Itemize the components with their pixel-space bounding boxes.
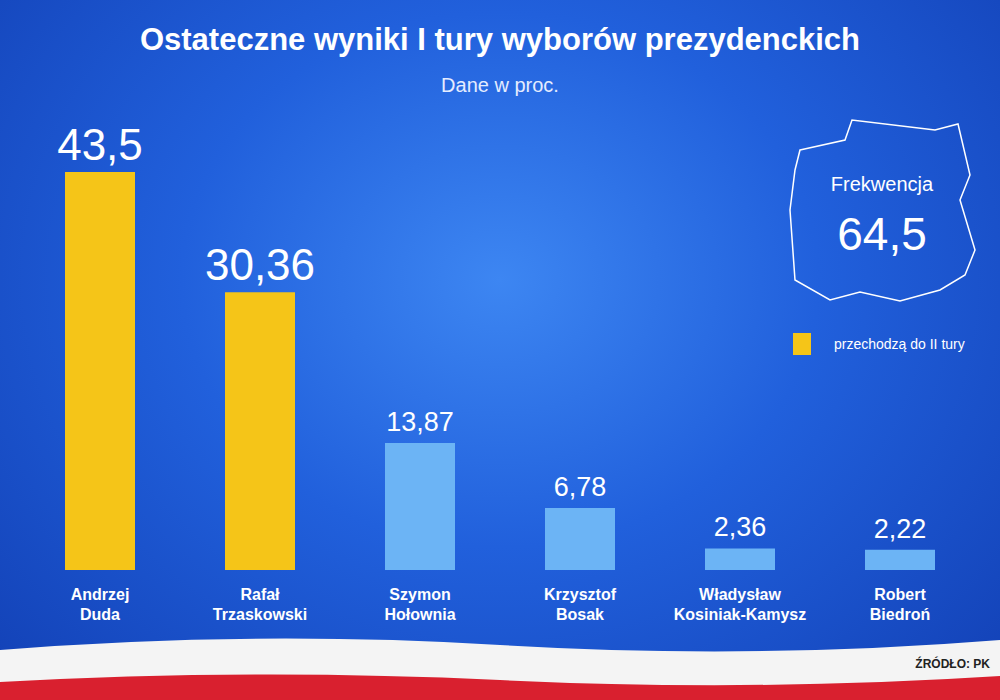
svg-text:Rafał: Rafał (240, 586, 280, 603)
svg-text:Krzysztof: Krzysztof (544, 586, 617, 603)
svg-text:43,5: 43,5 (57, 120, 143, 169)
svg-text:2,36: 2,36 (714, 512, 767, 542)
html-text:Dane w proc.: Dane w proc. (441, 74, 559, 96)
svg-text:Frekwencja: Frekwencja (831, 173, 934, 195)
svg-text:Andrzej: Andrzej (71, 586, 130, 603)
svg-text:ŹRÓDŁO: PK: ŹRÓDŁO: PK (915, 656, 990, 671)
svg-text:6,78: 6,78 (554, 472, 607, 502)
svg-text:przechodzą do II tury: przechodzą do II tury (834, 336, 965, 352)
html-text:Ostateczne wyniki I tury wybor: Ostateczne wyniki I tury wyborów prezyde… (139, 22, 860, 57)
svg-text:Trzaskowski: Trzaskowski (213, 606, 307, 623)
svg-text:Duda: Duda (80, 606, 120, 623)
svg-text:13,87: 13,87 (386, 407, 454, 437)
svg-text:Bosak: Bosak (556, 606, 604, 623)
svg-text:2,22: 2,22 (874, 514, 927, 544)
svg-text:Biedroń: Biedroń (870, 606, 930, 623)
svg-text:Szymon: Szymon (389, 586, 450, 603)
svg-text:Kosiniak-Kamysz: Kosiniak-Kamysz (674, 606, 807, 623)
svg-text:Robert: Robert (874, 586, 926, 603)
svg-text:Hołownia: Hołownia (384, 606, 455, 623)
svg-text:64,5: 64,5 (837, 208, 927, 260)
svg-text:30,36: 30,36 (205, 240, 315, 289)
svg-text:Władysław: Władysław (699, 586, 781, 603)
